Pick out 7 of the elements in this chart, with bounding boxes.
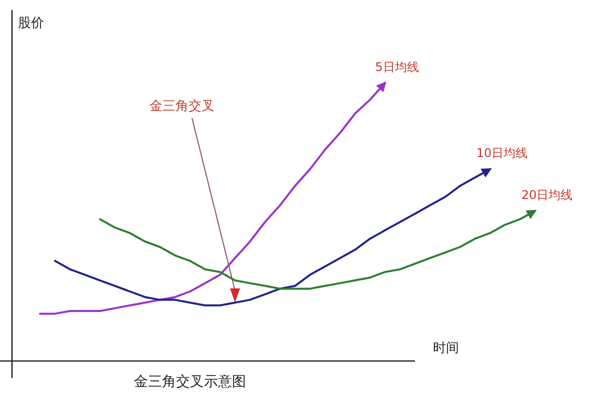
series-label: 5日均线 bbox=[375, 60, 419, 74]
annotation: 金三角交叉 bbox=[150, 98, 214, 114]
y-axis-title: 股价 bbox=[18, 16, 44, 31]
x-axis-title: 时间 bbox=[433, 341, 459, 356]
series-label: 10日均线 bbox=[476, 146, 528, 160]
series-label: 20日均线 bbox=[521, 188, 573, 202]
text: 金三角交叉示意图 bbox=[134, 374, 246, 390]
